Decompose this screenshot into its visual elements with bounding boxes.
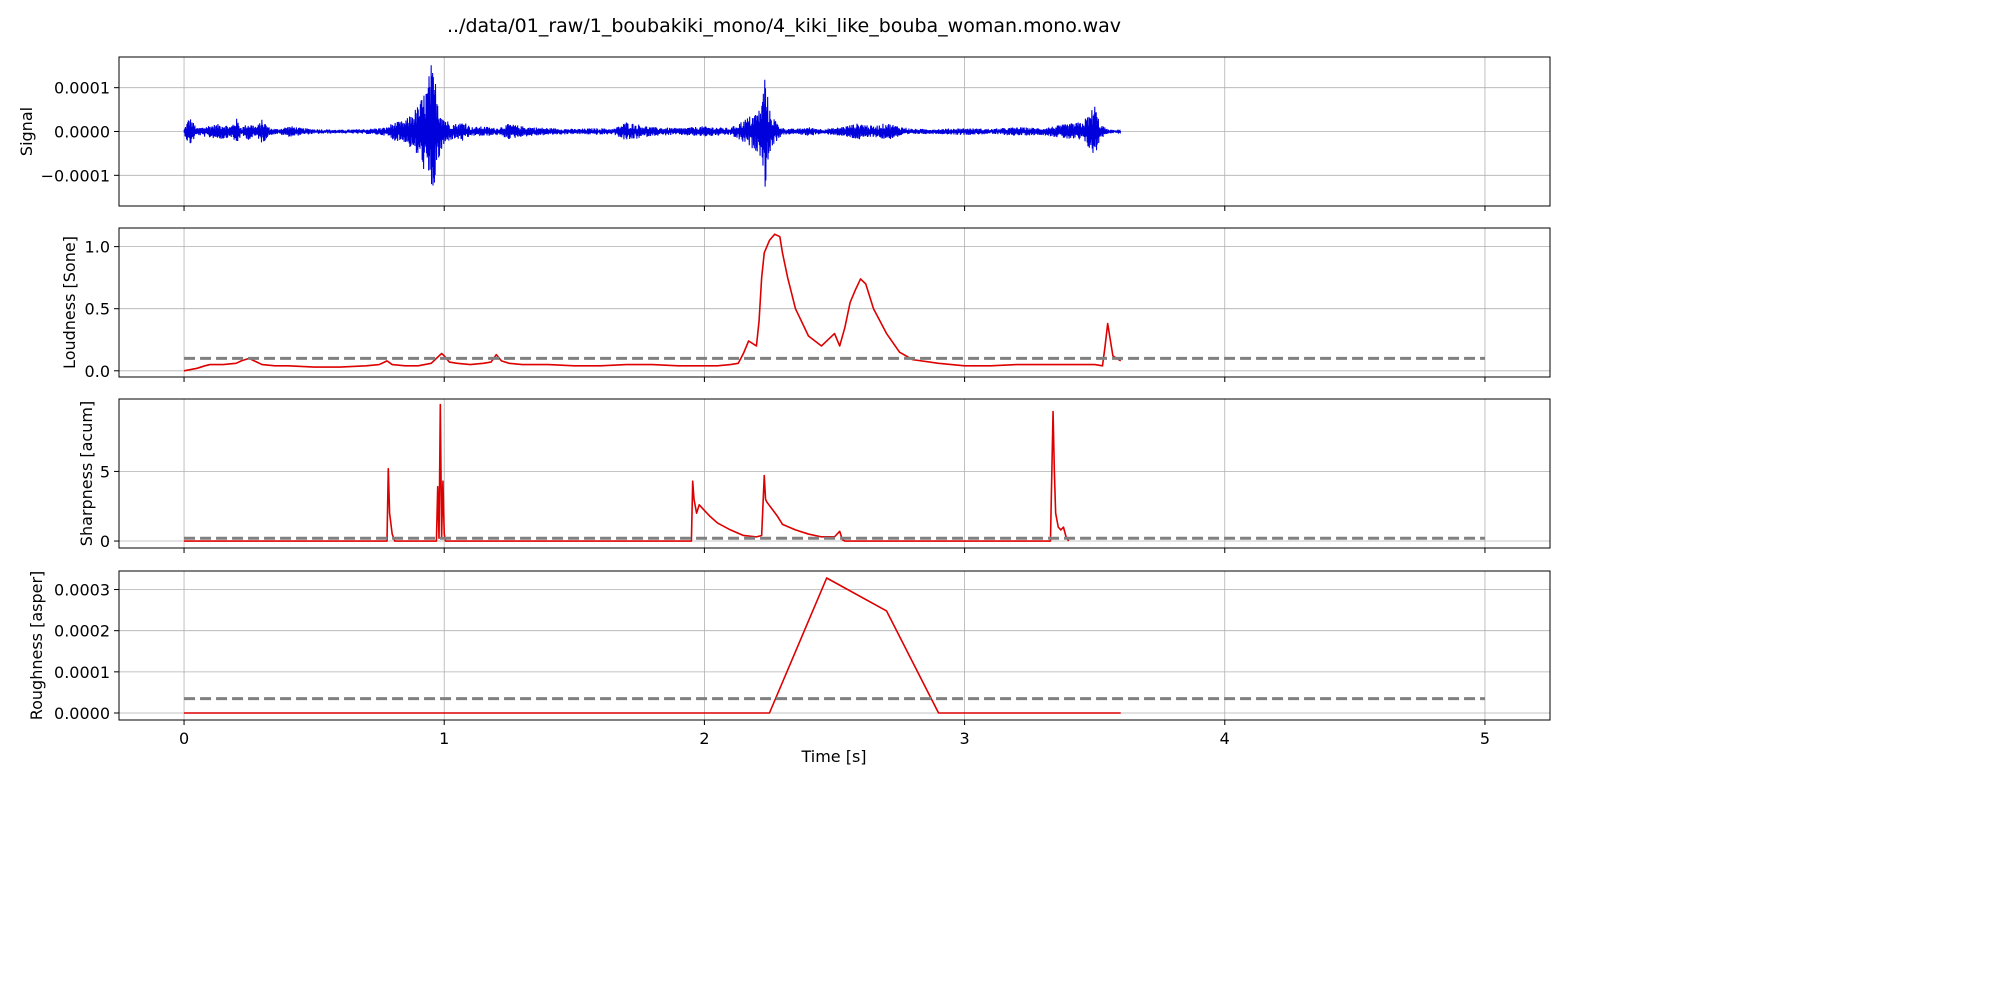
y-tick-label: 0.0001	[54, 79, 110, 98]
y-tick-label: 0.0001	[54, 663, 110, 682]
signal-waveform	[183, 65, 1122, 187]
x-tick-label: 3	[959, 729, 969, 748]
signal-panel: −0.0001 0.0000 0.0001 Signal	[17, 56, 1551, 211]
x-tick-label: 2	[699, 729, 709, 748]
y-tick-label: 1.0	[85, 238, 110, 257]
plot-data	[183, 233, 1485, 372]
roughness-line	[184, 577, 1121, 714]
loudness-line	[183, 233, 1122, 372]
y-tick-label: 0.0002	[54, 622, 110, 641]
y-tick-label: 0.0	[85, 362, 110, 381]
x-tick-label: 0	[179, 729, 189, 748]
roughness-panel: 0 1 2 3 4 5 0.0000 0.0001 0.0002 0.0003 Roughness …	[27, 570, 1551, 748]
y-axis-label: Sharpness [acum]	[77, 401, 96, 546]
x-tick-label: 5	[1480, 729, 1490, 748]
y-tick-label: −0.0001	[41, 166, 110, 185]
plot-data	[184, 577, 1485, 714]
x-tick-label: 1	[439, 729, 449, 748]
plot-data	[183, 65, 1122, 187]
y-tick-label: 0.0000	[54, 123, 110, 142]
y-tick-label: 0.0000	[54, 704, 110, 723]
y-tick-label: 0.5	[85, 300, 110, 319]
sharpness-line	[184, 403, 1070, 542]
y-axis-label: Roughness [asper]	[27, 571, 46, 721]
y-axis-label: Signal	[17, 107, 36, 156]
axes-frame	[118, 227, 1551, 378]
y-tick-label: 0.0003	[54, 581, 110, 600]
axes-frame	[118, 570, 1551, 721]
y-axis-label: Loudness [Sone]	[60, 236, 79, 369]
y-tick-label: 5	[100, 462, 110, 481]
loudness-panel: 0.0 0.5 1.0 Loudness [Sone]	[60, 227, 1551, 382]
x-axis-label: Time [s]	[800, 747, 866, 766]
figure-title: ../data/01_raw/1_boubakiki_mono/4_kiki_l…	[447, 15, 1121, 37]
x-tick-label: 4	[1220, 729, 1230, 748]
axes-frame	[118, 398, 1551, 549]
figure: ../data/01_raw/1_boubakiki_mono/4_kiki_l…	[17, 15, 1551, 766]
plot-data	[184, 403, 1485, 542]
y-tick-label: 0	[100, 532, 110, 551]
